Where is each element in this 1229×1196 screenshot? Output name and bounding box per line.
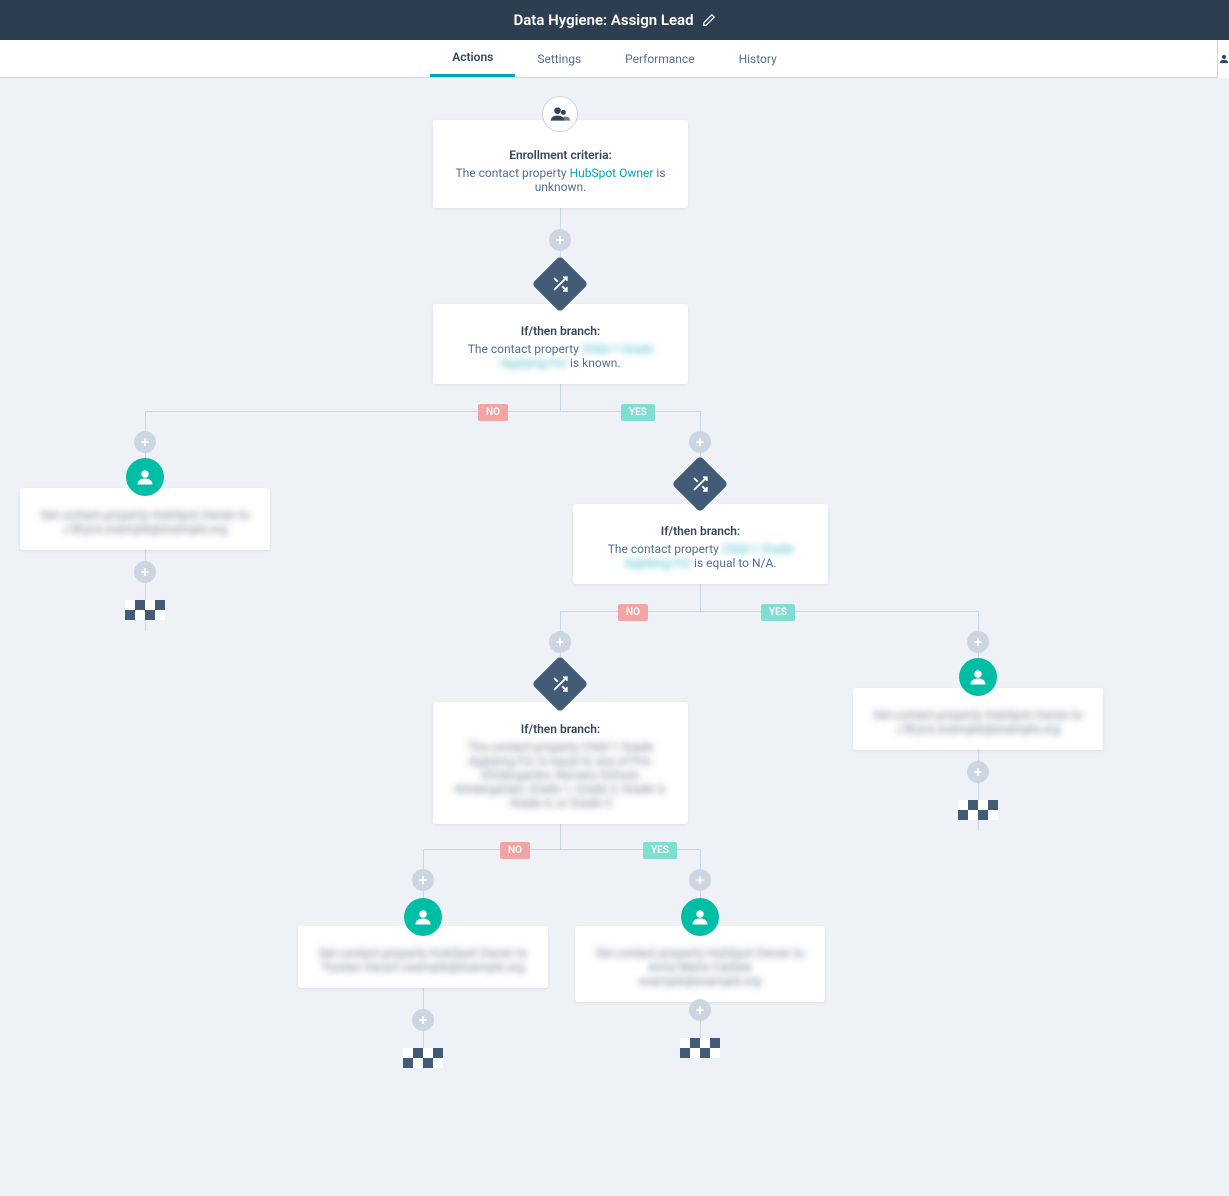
card-description-blurred: Set contact property HubSpot Owner to J … <box>36 508 254 536</box>
action-icon <box>404 898 442 936</box>
branch-card[interactable]: If/then branch: The contact property Chi… <box>573 504 828 584</box>
card-description: The contact property HubSpot Owner is un… <box>449 166 672 194</box>
add-action-button[interactable]: + <box>967 631 989 653</box>
card-description: The contact property Child 1 Grade Apply… <box>589 542 812 570</box>
edit-icon[interactable] <box>702 13 716 27</box>
card-description-blurred: Set contact property HubSpot Owner to Tr… <box>314 946 532 974</box>
action-icon <box>959 658 997 696</box>
add-action-button[interactable]: + <box>134 561 156 583</box>
add-action-button[interactable]: + <box>412 869 434 891</box>
action-icon <box>126 458 164 496</box>
card-description-blurred: The contact property Child 1 Grade Apply… <box>449 740 672 810</box>
card-description: The contact property Child 1 Grade Apply… <box>449 342 672 370</box>
enrollment-icon <box>542 96 578 132</box>
shuffle-icon <box>551 675 569 693</box>
action-card[interactable]: Set contact property HubSpot Owner to J … <box>853 688 1103 750</box>
add-action-button[interactable]: + <box>412 1009 434 1031</box>
branch-badge-yes: YES <box>761 604 795 621</box>
branch-card[interactable]: If/then branch: The contact property Chi… <box>433 702 688 824</box>
end-icon <box>958 800 998 820</box>
user-icon <box>691 908 709 926</box>
branch-badge-yes: YES <box>643 842 677 859</box>
branch-badge-no: NO <box>478 404 508 421</box>
tab-bar: Actions Settings Performance History <box>0 40 1229 78</box>
tab-performance[interactable]: Performance <box>603 40 716 77</box>
end-icon <box>680 1038 720 1058</box>
card-title: If/then branch: <box>589 524 812 538</box>
branch-card[interactable]: If/then branch: The contact property Chi… <box>433 304 688 384</box>
card-description-blurred: Set contact property HubSpot Owner to An… <box>591 946 809 988</box>
shuffle-icon <box>551 275 569 293</box>
user-icon <box>414 908 432 926</box>
action-card[interactable]: Set contact property HubSpot Owner to J … <box>20 488 270 550</box>
tab-actions[interactable]: Actions <box>430 40 515 77</box>
branch-badge-yes: YES <box>621 404 655 421</box>
tab-settings[interactable]: Settings <box>515 40 603 77</box>
action-card[interactable]: Set contact property HubSpot Owner to An… <box>575 926 825 1002</box>
shuffle-icon <box>691 475 709 493</box>
branch-badge-no: NO <box>500 842 530 859</box>
add-action-button[interactable]: + <box>549 631 571 653</box>
action-icon <box>681 898 719 936</box>
enrollment-card[interactable]: Enrollment criteria: The contact propert… <box>433 120 688 208</box>
connector-line <box>700 582 701 611</box>
people-icon <box>550 104 570 124</box>
add-action-button[interactable]: + <box>134 431 156 453</box>
person-icon <box>1219 53 1229 65</box>
card-description-blurred: Set contact property HubSpot Owner to J … <box>869 708 1087 736</box>
connector-line <box>560 382 561 411</box>
property-link[interactable]: HubSpot Owner <box>570 166 654 180</box>
end-icon <box>403 1048 443 1068</box>
connector-line <box>145 411 701 412</box>
review-button[interactable] <box>1217 40 1229 78</box>
card-title: If/then branch: <box>449 324 672 338</box>
user-icon <box>136 468 154 486</box>
page-header: Data Hygiene: Assign Lead <box>0 0 1229 40</box>
connector-line <box>560 820 561 849</box>
add-action-button[interactable]: + <box>967 761 989 783</box>
workflow-canvas[interactable]: + + + + + + + + + + + NO YES NO YES NO Y… <box>0 78 1229 1196</box>
add-action-button[interactable]: + <box>689 999 711 1021</box>
add-action-button[interactable]: + <box>689 431 711 453</box>
tab-history[interactable]: History <box>717 40 799 77</box>
card-title: Enrollment criteria: <box>449 148 672 162</box>
branch-badge-no: NO <box>618 604 648 621</box>
page-title: Data Hygiene: Assign Lead <box>513 11 693 29</box>
add-action-button[interactable]: + <box>689 869 711 891</box>
user-icon <box>969 668 987 686</box>
card-title: If/then branch: <box>449 722 672 736</box>
add-action-button[interactable]: + <box>549 229 571 251</box>
end-icon <box>125 600 165 620</box>
